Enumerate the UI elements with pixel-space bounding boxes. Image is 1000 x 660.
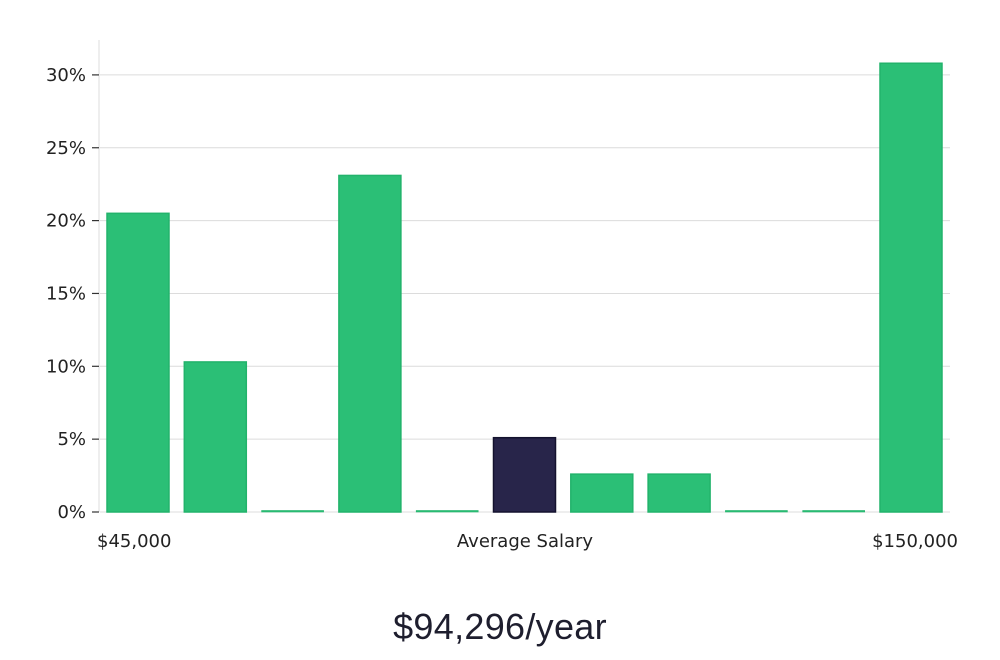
y-tick-label: 5% [57, 429, 86, 450]
average-salary-value: $94,296/year [393, 606, 607, 647]
y-tick-label: 15% [46, 283, 86, 304]
bar [106, 212, 170, 513]
bar-highlighted [492, 436, 557, 513]
bar [879, 62, 943, 513]
bar [338, 174, 402, 513]
bar [802, 510, 866, 513]
bar [415, 510, 479, 513]
x-axis-label: Average Salary [457, 531, 594, 552]
salary-distribution-chart: 0% 5% 10% 15% 20% 25% 30% $45,000 Average Sala… [46, 40, 958, 552]
x-end-label: $150,000 [872, 531, 958, 552]
bar [183, 361, 248, 513]
y-tick-label: 0% [57, 502, 86, 523]
bar [725, 510, 788, 513]
y-axis-ticks: 0% 5% 10% 15% 20% 25% 30% [46, 65, 99, 523]
bar [647, 473, 711, 513]
bar [570, 473, 634, 513]
y-tick-label: 30% [46, 65, 86, 86]
bars [106, 62, 943, 513]
x-start-label: $45,000 [97, 531, 171, 552]
y-tick-label: 20% [46, 211, 86, 232]
y-tick-label: 25% [46, 138, 86, 159]
y-tick-label: 10% [46, 356, 86, 377]
bar [261, 510, 324, 513]
